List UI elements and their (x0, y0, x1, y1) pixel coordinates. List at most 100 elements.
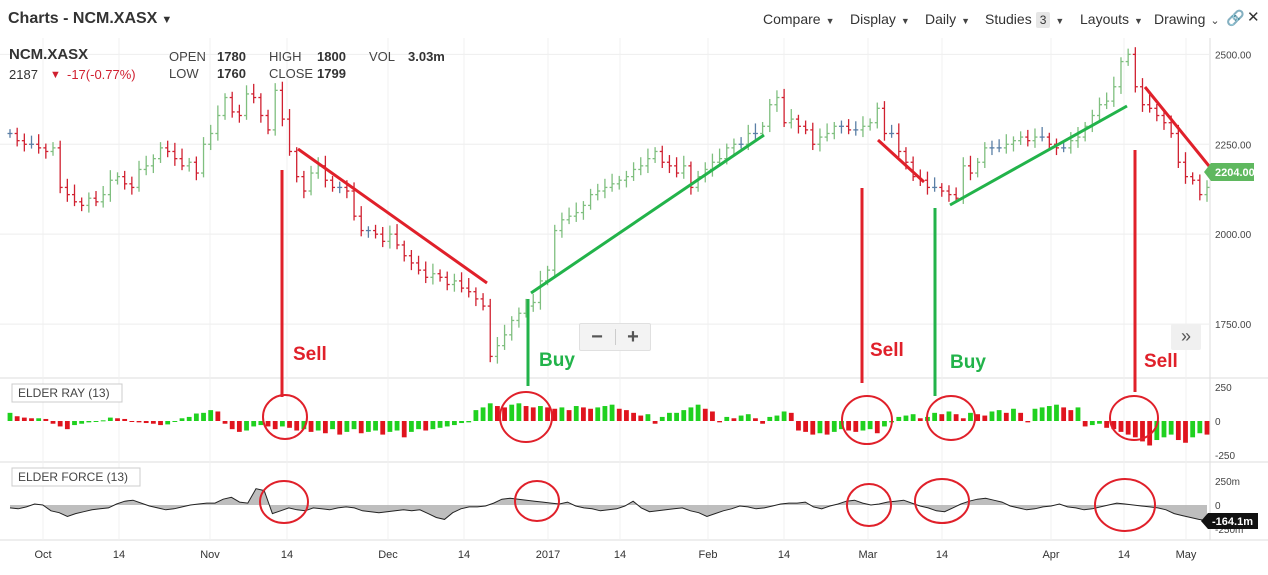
elder-ray-bar (796, 421, 801, 431)
studies-menu[interactable]: Studies 3 ▼ (985, 11, 1064, 28)
elder-ray-bar (731, 418, 737, 421)
drawing-label: Drawing (1154, 11, 1206, 27)
elder-ray-bar (674, 412, 679, 421)
elder-ray-bar (803, 421, 809, 432)
elder-ray-bar (502, 407, 507, 421)
elder-ray-bar (215, 411, 221, 421)
elder-ray-bar (57, 421, 63, 427)
elder-force-title: ELDER FORCE (13) (18, 470, 128, 484)
elder-ray-bar (810, 421, 816, 435)
elder-ray-bar (287, 421, 292, 428)
elder-ray-title-box[interactable] (11, 383, 123, 403)
elder-ray-bar (394, 421, 400, 431)
link-icon[interactable]: 🔗 (1226, 10, 1245, 27)
elder-ray-bar (774, 415, 780, 421)
elder-ray-bar (272, 421, 278, 430)
elder-ray-bar (624, 410, 629, 421)
elder-ray-bar (817, 421, 823, 434)
elder-ray-bar (165, 421, 171, 425)
trendline (530, 133, 765, 295)
elder-ray-bar (451, 421, 457, 426)
buy-label: Buy (950, 352, 986, 373)
chart-title-dropdown[interactable]: Charts - NCM.XASX ▼ (8, 10, 172, 28)
elder-ray-bar (681, 410, 687, 421)
zoom-in-button[interactable]: + (627, 326, 639, 348)
x-tick-label: 14 (1118, 549, 1130, 561)
elder-ray-bar (143, 421, 149, 424)
layouts-label: Layouts (1080, 11, 1130, 27)
close-icon[interactable]: ✕ (1247, 9, 1260, 26)
elder-ray-bar (753, 418, 758, 421)
elder-ray-bar (229, 421, 235, 430)
display-menu[interactable]: Display ▼ (850, 11, 910, 27)
x-tick-label: Apr (1042, 549, 1059, 561)
elder-ray-bar (437, 421, 443, 428)
elder-ray-bar (523, 406, 529, 421)
scroll-to-latest-button[interactable]: » (1171, 324, 1201, 350)
elder-ray-bar (365, 421, 371, 432)
interval-menu[interactable]: Daily ▼ (925, 11, 970, 27)
elder-ray-bar (609, 404, 615, 421)
elder-ray-bar (115, 418, 120, 421)
elder-ray-bar (158, 421, 163, 426)
elder-ray-bar (932, 412, 938, 421)
signal-circle (926, 395, 976, 441)
elder-ray-bar (86, 421, 92, 423)
elder-ray-bar (100, 420, 106, 422)
elder-ray-bar (1190, 421, 1196, 438)
elder-ray-bar (1075, 407, 1081, 421)
last-price-flag (1204, 163, 1254, 181)
elder-ray-bar (1168, 421, 1174, 435)
compare-menu[interactable]: Compare ▼ (763, 11, 835, 27)
elder-ray-bar (416, 421, 421, 430)
elder-ray-bar (882, 421, 887, 427)
elder-ray-bar (179, 418, 185, 421)
layouts-menu[interactable]: Layouts ▼ (1080, 11, 1143, 27)
compare-label: Compare (763, 11, 821, 27)
elder-ray-bar (201, 412, 206, 421)
elder-ray-bar (645, 414, 651, 421)
elder-force-title-box[interactable] (11, 467, 141, 487)
elder-ray-bar (659, 416, 665, 421)
elder-ray-bar (358, 421, 364, 434)
elder-ray-bar (839, 421, 844, 430)
elder-ray-bar (21, 417, 27, 421)
trendline (1143, 86, 1211, 167)
studies-count-badge: 3 (1035, 12, 1051, 28)
elder-ray-bar (294, 421, 300, 431)
elder-ray-bar (588, 408, 593, 421)
elder-ray-bar (36, 418, 42, 421)
elder-ray-y-tick: 0 (1215, 417, 1221, 428)
drawing-annotations: Sell Buy Sell Buy Sell (259, 86, 1211, 532)
high-value: 1800 (317, 49, 346, 64)
elder-ray-bar (530, 407, 536, 421)
x-tick-label: Oct (34, 549, 51, 561)
elder-ray-bar (903, 415, 909, 421)
force-last-flag (1201, 513, 1258, 529)
x-tick-label: Feb (699, 549, 718, 561)
elder-ray-bar (172, 421, 178, 422)
elder-ray-bar (717, 421, 722, 423)
zoom-separator (615, 329, 616, 345)
elder-ray-bar (1046, 406, 1052, 421)
elder-ray-bar (222, 421, 228, 424)
buy-label: Buy (539, 350, 575, 371)
elder-ray-bar (982, 415, 988, 421)
elder-ray-bar (824, 421, 830, 435)
elder-ray-bar (1039, 407, 1045, 421)
zoom-out-button[interactable]: − (591, 326, 603, 348)
elder-ray-bar (301, 421, 307, 430)
close-value: 1799 (317, 66, 346, 81)
elder-ray-bar (595, 407, 601, 421)
elder-ray-bar (193, 413, 199, 421)
x-tick-label: 14 (614, 549, 626, 561)
x-tick-label: 14 (778, 549, 790, 561)
elder-ray-bar (1082, 421, 1088, 427)
elder-ray-bar (667, 412, 672, 421)
elder-ray-bar (236, 421, 242, 432)
x-tick-label: Mar (859, 549, 878, 561)
drawing-menu[interactable]: Drawing ⌄ (1154, 11, 1220, 27)
chart-canvas[interactable]: Sell Buy Sell Buy Sell 2500.00 2250.00 2000.00… (0, 38, 1268, 575)
elder-ray-bar (315, 421, 321, 431)
elder-ray-bar (1118, 421, 1124, 432)
